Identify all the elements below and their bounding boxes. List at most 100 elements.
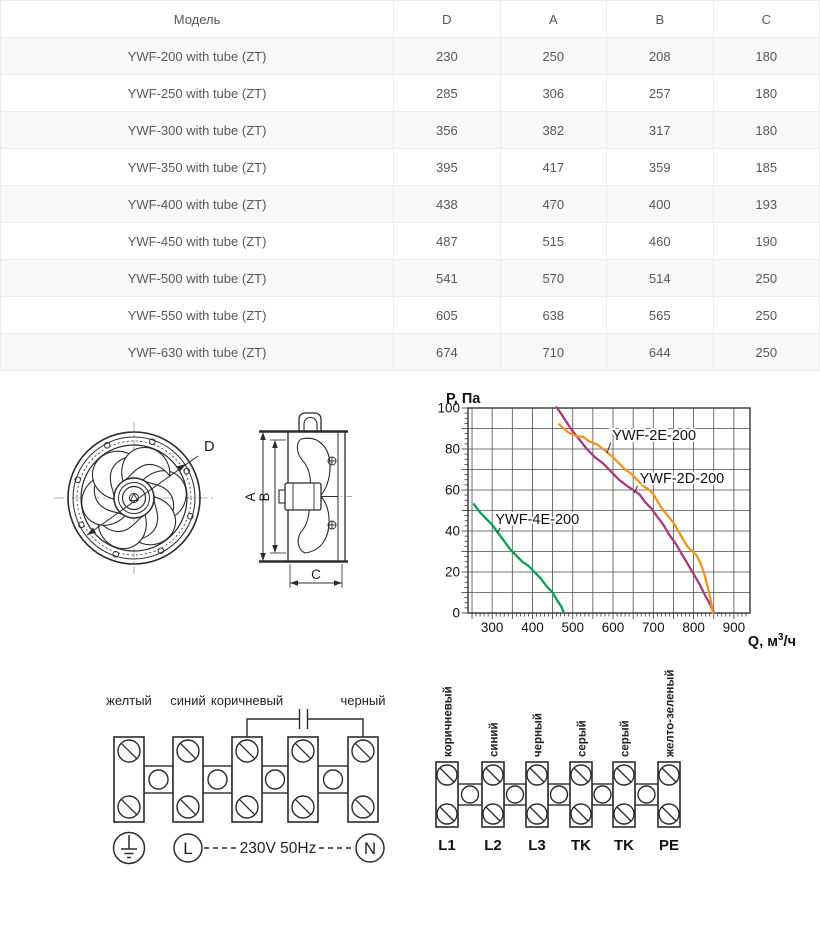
wire-color-label: синий [489, 722, 501, 757]
model-cell: YWF-450 with tube (ZT) [0, 222, 395, 260]
dim-c-arrow [289, 564, 343, 588]
value-cell: 638 [499, 296, 608, 334]
curve-label-leader [496, 527, 501, 534]
model-cell: YWF-250 with tube (ZT) [0, 74, 395, 112]
table-row: YWF-630 with tube (ZT) 674 710 644 250 [0, 333, 820, 371]
header-row: Модель D A B C [0, 0, 820, 38]
screw-symbol-top [327, 456, 337, 466]
wire-color-label: серый [577, 720, 589, 757]
value-cell: 359 [606, 148, 714, 186]
dim-b-label: B [257, 492, 272, 501]
connector-hole [505, 785, 525, 804]
value-cell: 306 [499, 74, 608, 112]
svg-text:100: 100 [437, 401, 460, 416]
model-cell: YWF-500 with tube (ZT) [0, 259, 395, 297]
value-cell: 250 [499, 37, 608, 75]
wiring-diagram-single-phase: желтый синий коричневый черный L 230V 50Hz N [106, 693, 386, 865]
series-YWF-2E-200 [557, 423, 715, 615]
wire-color-label: коричневый [443, 686, 455, 757]
wiring-diagram-three-phase: коричневый L1 синий L2 черный L3 серый TK серый T… [435, 670, 681, 854]
svg-text:0: 0 [452, 606, 460, 621]
tick-labels: 300 400 500 600 700 800 900 0 20 40 60 80 100 [437, 401, 745, 636]
fan-blades [81, 446, 187, 550]
fan-front-view: D [54, 422, 214, 574]
table-row: YWF-200 with tube (ZT) 230 250 208 180 [0, 37, 820, 75]
terminal-label: TK [614, 837, 634, 854]
dim-a-label: A [243, 492, 258, 501]
rim-band [72, 436, 196, 560]
line-terminal-label: L [183, 839, 192, 858]
wire-color-label: черный [533, 713, 545, 757]
column-header: B [606, 0, 714, 38]
value-cell: 285 [393, 74, 501, 112]
value-cell: 541 [393, 259, 501, 297]
curve-label: YWF-2E-200 [612, 428, 696, 444]
curve-label: YWF-4E-200 [495, 512, 579, 528]
value-cell: 230 [393, 37, 501, 75]
table-header: Модель D A B C [0, 0, 820, 38]
terminal-label: PE [659, 837, 679, 854]
screw-symbol-bottom [327, 520, 337, 530]
line-terminal-icon [173, 833, 203, 863]
outer-rim [67, 431, 201, 565]
dimensions-table: Модель D A B C YWF-200 with tube (ZT) 230 250 2… [0, 0, 820, 371]
dim-b-arrow [270, 439, 286, 554]
model-cell: YWF-350 with tube (ZT) [0, 148, 395, 186]
svg-text:60: 60 [445, 483, 460, 498]
value-cell: 250 [712, 333, 820, 371]
table-row: YWF-250 with tube (ZT) 285 306 257 180 [0, 74, 820, 112]
model-cell: YWF-400 with tube (ZT) [0, 185, 395, 223]
value-cell: 400 [606, 185, 714, 223]
column-header: C [712, 0, 820, 38]
svg-text:80: 80 [445, 442, 460, 457]
motor-shaft [278, 489, 286, 504]
fan-dimension-drawing: D [54, 412, 352, 588]
table-row: YWF-500 with tube (ZT) 541 570 514 250 [0, 259, 820, 297]
terminal-label: L1 [438, 837, 456, 854]
model-cell: YWF-550 with tube (ZT) [0, 296, 395, 334]
model-cell: YWF-630 with tube (ZT) [0, 333, 395, 371]
value-cell: 515 [499, 222, 608, 260]
dim-d-arrow [86, 455, 199, 536]
svg-text:700: 700 [642, 620, 665, 635]
dim-d-label: D [204, 439, 214, 455]
neutral-terminal-icon [355, 833, 385, 863]
ground-icon [112, 831, 146, 865]
table-row: YWF-300 with tube (ZT) 356 382 317 180 [0, 111, 820, 149]
value-cell: 565 [606, 296, 714, 334]
svg-text:400: 400 [521, 620, 544, 635]
value-cell: 250 [712, 259, 820, 297]
value-cell: 674 [393, 333, 501, 371]
value-cell: 514 [606, 259, 714, 297]
connector-hole [549, 785, 569, 804]
value-cell: 710 [499, 333, 608, 371]
value-cell: 250 [712, 296, 820, 334]
wire-color-label: желто-зеленый [665, 670, 677, 758]
model-cell: YWF-200 with tube (ZT) [0, 37, 395, 75]
series-YWF-2D-200 [554, 406, 715, 615]
value-cell: 570 [499, 259, 608, 297]
wire-color-label: коричневый [211, 693, 283, 708]
axis-ticks [461, 407, 747, 619]
value-cell: 395 [393, 148, 501, 186]
value-cell: 208 [606, 37, 714, 75]
svg-text:40: 40 [445, 524, 460, 539]
wire-color-label: желтый [106, 693, 152, 708]
motor-body [284, 482, 322, 511]
terminal-box [298, 412, 322, 431]
performance-chart: 300 400 500 600 700 800 900 0 20 40 60 80 100 YWF-2E-… [437, 392, 796, 650]
dim-a-arrow [260, 432, 266, 561]
value-cell: 257 [606, 74, 714, 112]
value-cell: 180 [712, 111, 820, 149]
svg-text:20: 20 [445, 565, 460, 580]
inner-ring [80, 444, 188, 552]
neutral-terminal-label: N [364, 839, 376, 858]
value-cell: 605 [393, 296, 501, 334]
terminal-label: L3 [528, 837, 546, 854]
svg-text:800: 800 [682, 620, 705, 635]
column-header: Модель [0, 0, 395, 38]
capacitor-symbol [246, 709, 364, 737]
bolt-circle [76, 440, 192, 556]
connector-hole [148, 769, 169, 790]
